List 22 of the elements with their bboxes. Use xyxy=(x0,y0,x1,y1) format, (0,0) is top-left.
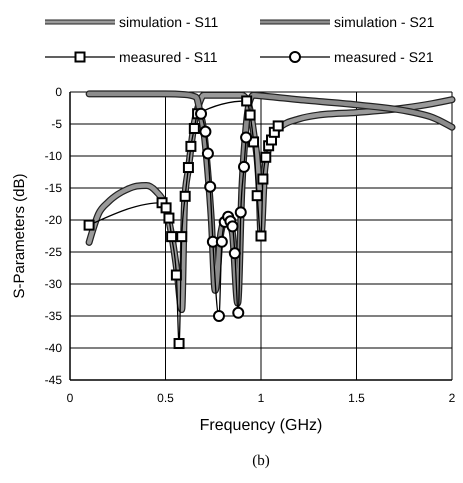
x-tick-label: 1.5 xyxy=(348,391,366,405)
legend-label: simulation - S11 xyxy=(119,14,219,30)
x-axis-title: Frequency (GHz) xyxy=(200,417,322,434)
y-tick-label: -45 xyxy=(44,373,62,387)
x-tick-label: 0.5 xyxy=(157,391,174,405)
y-tick-label: -5 xyxy=(51,117,62,131)
y-tick-label: 0 xyxy=(55,85,62,99)
y-tick-label: -10 xyxy=(44,149,62,163)
y-tick-label: -15 xyxy=(44,181,62,195)
x-tick-label: 0 xyxy=(66,391,74,405)
text: (b) xyxy=(252,453,270,469)
y-tick-label: -25 xyxy=(44,245,62,259)
y-tick-label: -30 xyxy=(44,277,62,291)
legend-label: measured - S11 xyxy=(119,49,218,65)
legend-label: measured - S21 xyxy=(334,49,434,65)
x-tick-label: 2 xyxy=(448,391,456,405)
y-axis-title: S-Parameters (dB) xyxy=(11,173,28,299)
legend-label: simulation - S21 xyxy=(334,14,435,30)
y-tick-label: -35 xyxy=(44,309,62,323)
y-tick-label: -20 xyxy=(44,213,62,227)
x-tick-label: 1 xyxy=(258,391,265,405)
y-tick-label: -40 xyxy=(44,341,62,355)
